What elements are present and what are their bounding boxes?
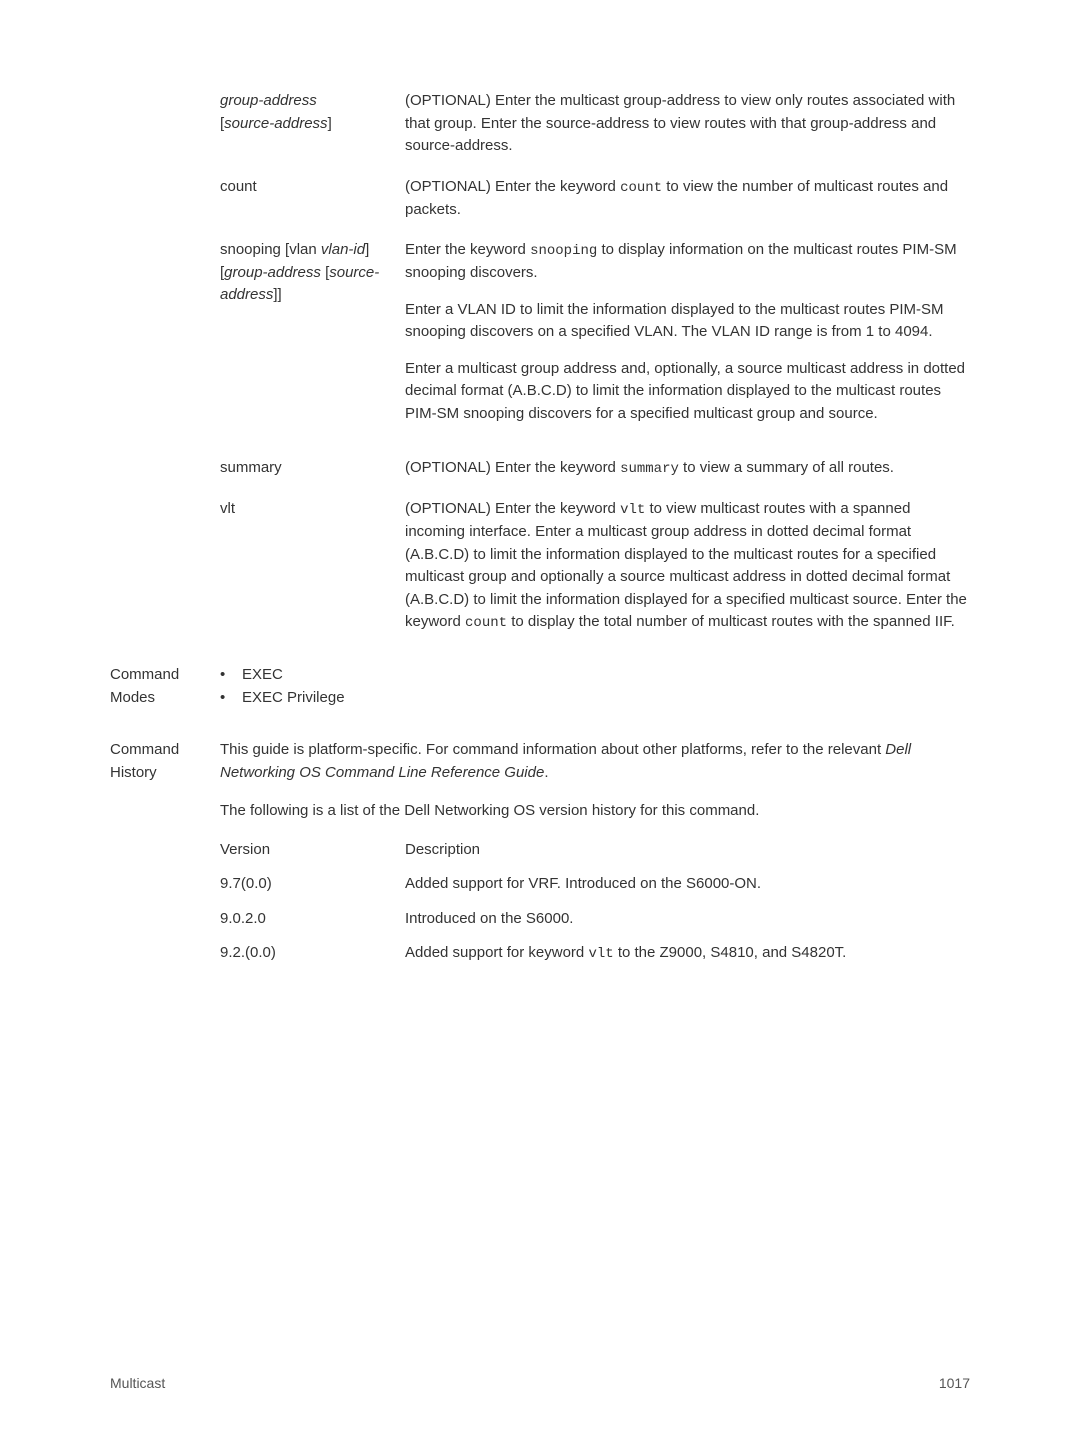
param-row: vlt (OPTIONAL) Enter the keyword vlt to … <box>110 498 970 634</box>
section-label: Command History <box>110 739 220 977</box>
param-row: snooping [vlan vlan-id] [group-address [… <box>110 239 970 439</box>
param-row: summary (OPTIONAL) Enter the keyword sum… <box>110 457 970 480</box>
param-desc: Enter the keyword snooping to display in… <box>405 239 970 439</box>
list-item: EXEC <box>220 664 970 687</box>
version-number: 9.7(0.0) <box>220 873 405 896</box>
param-row: count (OPTIONAL) Enter the keyword count… <box>110 176 970 222</box>
parameters-block: group-address[source-address] (OPTIONAL)… <box>110 90 970 634</box>
footer-right: 1017 <box>939 1373 970 1394</box>
version-row: 9.2.(0.0) Added support for keyword vlt … <box>220 942 970 965</box>
version-number: 9.2.(0.0) <box>220 942 405 965</box>
param-row: group-address[source-address] (OPTIONAL)… <box>110 90 970 158</box>
version-desc: Added support for keyword vlt to the Z90… <box>405 942 970 965</box>
param-name: count <box>110 176 405 222</box>
param-name: snooping [vlan vlan-id] [group-address [… <box>110 239 405 439</box>
header-description: Description <box>405 839 970 862</box>
param-name: summary <box>110 457 405 480</box>
param-desc: (OPTIONAL) Enter the keyword summary to … <box>405 457 970 480</box>
history-intro: This guide is platform-specific. For com… <box>220 739 970 784</box>
command-modes-section: Command Modes EXEC EXEC Privilege <box>110 664 970 709</box>
footer-left: Multicast <box>110 1373 165 1394</box>
list-item: EXEC Privilege <box>220 687 970 710</box>
page-footer: Multicast 1017 <box>110 1373 970 1394</box>
param-name: vlt <box>110 498 405 634</box>
version-desc: Added support for VRF. Introduced on the… <box>405 873 970 896</box>
version-row: 9.7(0.0) Added support for VRF. Introduc… <box>220 873 970 896</box>
version-header: Version Description <box>220 839 970 862</box>
param-desc: (OPTIONAL) Enter the keyword count to vi… <box>405 176 970 222</box>
param-desc: (OPTIONAL) Enter the multicast group-add… <box>405 90 970 158</box>
command-history-section: Command History This guide is platform-s… <box>110 739 970 977</box>
param-desc: (OPTIONAL) Enter the keyword vlt to view… <box>405 498 970 634</box>
version-desc: Introduced on the S6000. <box>405 908 970 931</box>
section-label: Command Modes <box>110 664 220 709</box>
header-version: Version <box>220 839 405 862</box>
param-name: group-address[source-address] <box>110 90 405 158</box>
version-number: 9.0.2.0 <box>220 908 405 931</box>
modes-list: EXEC EXEC Privilege <box>220 664 970 709</box>
version-row: 9.0.2.0 Introduced on the S6000. <box>220 908 970 931</box>
history-note: The following is a list of the Dell Netw… <box>220 800 970 823</box>
